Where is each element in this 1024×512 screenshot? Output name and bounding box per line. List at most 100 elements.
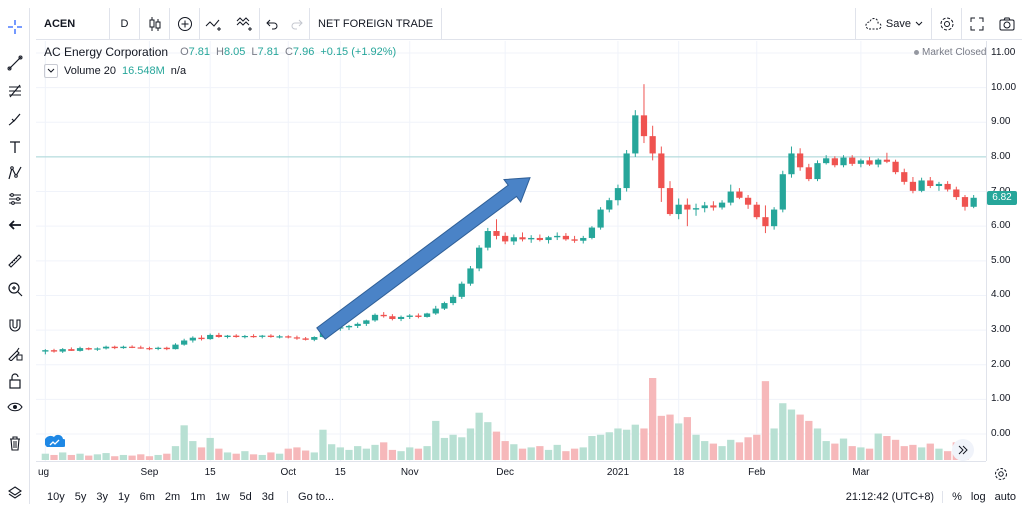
pattern-icon[interactable]	[4, 162, 26, 184]
candle-body	[797, 153, 804, 168]
percent-toggle[interactable]: %	[952, 491, 962, 503]
magnet-icon[interactable]	[4, 314, 26, 336]
indicators-icon[interactable]	[200, 8, 230, 40]
redo-icon[interactable]	[284, 7, 310, 40]
auto-scale-toggle[interactable]: auto	[994, 491, 1016, 503]
templates-icon[interactable]	[230, 7, 260, 40]
time-axis[interactable]: ug Sep 15 Oct 15 Nov Dec 2021 18 Feb Mar	[36, 461, 986, 485]
volume-ma-value: n/a	[170, 65, 187, 77]
candle-body	[120, 346, 127, 349]
range-button-5y[interactable]: 5y	[74, 491, 87, 503]
brush-icon[interactable]	[4, 108, 26, 130]
log-toggle[interactable]: log	[970, 491, 986, 503]
volume-bar	[874, 433, 882, 460]
range-button-3d[interactable]: 3d	[261, 491, 275, 503]
layout-name[interactable]: NET FOREIGN TRADE	[310, 7, 443, 40]
candle-body	[267, 335, 275, 338]
lock-icon[interactable]	[4, 370, 26, 392]
price-axis-label: 6.00	[991, 220, 1011, 232]
fib-retracement-icon[interactable]	[4, 80, 26, 102]
candle-body	[640, 115, 648, 137]
time-axis-label: 18	[673, 467, 685, 478]
drawing-toolbar	[0, 8, 30, 504]
volume-bar	[293, 447, 301, 460]
candle-body	[632, 115, 639, 154]
range-button-6m[interactable]: 6m	[139, 491, 155, 503]
range-button-3y[interactable]: 3y	[96, 491, 108, 503]
volume-bar	[397, 451, 405, 460]
settings-icon[interactable]	[932, 8, 962, 40]
volume-bar	[492, 431, 501, 460]
candle-body	[849, 157, 856, 164]
price-axis[interactable]: 11.0010.009.008.007.006.005.004.003.002.…	[986, 41, 1022, 461]
interval-selector[interactable]: D	[110, 7, 140, 40]
low-value: 7.81	[257, 46, 279, 58]
save-button[interactable]: Save	[854, 8, 932, 40]
candle-body	[415, 315, 422, 317]
volume-bar	[163, 453, 171, 460]
range-button-1w[interactable]: 1w	[215, 491, 230, 503]
fullscreen-icon[interactable]	[962, 8, 992, 40]
trend-line-icon[interactable]	[4, 52, 26, 74]
volume-bar	[510, 444, 518, 460]
candle-body	[406, 315, 413, 317]
range-button-1m[interactable]: 1m	[190, 491, 206, 503]
candle-body	[944, 183, 951, 190]
range-button-10y[interactable]: 10y	[47, 491, 65, 503]
lock-drawings-icon[interactable]	[4, 342, 26, 364]
symbol-legend: AC Energy Corporation O7.81 H8.05 L7.81 …	[44, 45, 396, 59]
ruler-icon[interactable]	[4, 250, 26, 272]
candle-body	[102, 346, 110, 349]
price-axis-label: 5.00	[991, 254, 1011, 266]
volume-bar	[909, 444, 917, 460]
range-button-5d[interactable]: 5d	[239, 491, 252, 503]
low-key: L	[251, 46, 258, 58]
candle-body	[68, 349, 75, 351]
chevron-down-icon	[47, 68, 55, 73]
camera-icon[interactable]	[992, 8, 1022, 40]
chart-pane[interactable]	[36, 41, 986, 461]
eye-icon[interactable]	[4, 396, 26, 418]
zoom-in-icon[interactable]	[4, 278, 26, 300]
back-arrow-icon[interactable]	[4, 214, 26, 236]
candle-body	[571, 239, 578, 241]
chart-type-icon[interactable]	[140, 7, 170, 40]
candle-body	[371, 314, 379, 321]
crosshair-icon[interactable]	[4, 16, 26, 38]
volume-bar	[258, 454, 266, 460]
candle-body	[953, 189, 960, 198]
goto-date-button[interactable]: Go to...	[287, 491, 334, 503]
price-chart[interactable]	[36, 41, 986, 461]
compare-add-icon[interactable]	[170, 7, 200, 40]
candle-body	[441, 303, 448, 309]
clock[interactable]: 21:12:42 (UTC+8)	[846, 491, 944, 503]
volume-bar	[327, 444, 336, 460]
text-icon[interactable]	[4, 136, 26, 158]
volume-bar	[93, 454, 102, 460]
volume-bar	[839, 438, 848, 460]
time-axis-label: ug	[38, 467, 50, 478]
volume-bar	[770, 428, 778, 460]
symbol-search[interactable]: ACEN	[36, 7, 110, 40]
scroll-to-realtime-button[interactable]	[952, 439, 974, 461]
prediction-icon[interactable]	[4, 188, 26, 210]
candle-body	[736, 191, 743, 198]
chart-settings-icon[interactable]	[990, 465, 1012, 483]
volume-bar	[735, 442, 744, 460]
toolbar-right-group: Save	[854, 8, 1022, 40]
volume-bar	[388, 449, 397, 460]
layers-icon[interactable]	[4, 482, 26, 504]
volume-bar	[137, 454, 145, 460]
undo-icon[interactable]	[260, 8, 284, 40]
volume-bar	[102, 453, 110, 460]
trash-icon[interactable]	[4, 432, 26, 454]
collapse-legend-button[interactable]	[44, 64, 58, 78]
time-axis-label: 15	[334, 467, 346, 478]
range-button-2m[interactable]: 2m	[164, 491, 181, 503]
price-axis-label: 10.00	[991, 81, 1017, 93]
tradingview-logo[interactable]	[44, 430, 66, 452]
range-button-1y[interactable]: 1y	[118, 491, 130, 503]
volume-bar	[761, 381, 770, 460]
volume-bar	[631, 424, 639, 460]
candle-body	[85, 348, 92, 350]
